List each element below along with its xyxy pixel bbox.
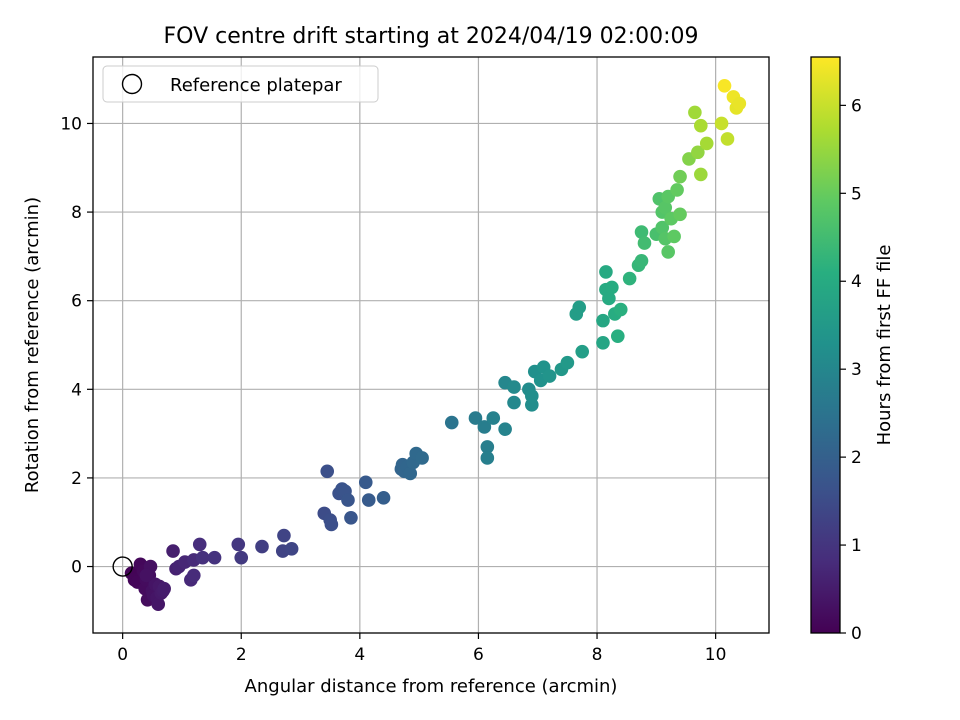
data-point	[157, 582, 171, 596]
legend-label: Reference platepar	[170, 75, 342, 96]
data-point	[599, 265, 613, 279]
data-point	[715, 117, 729, 131]
y-tick-label: 0	[71, 558, 82, 578]
data-point	[507, 396, 521, 410]
data-point	[605, 281, 619, 295]
data-point	[140, 569, 154, 583]
data-point	[234, 551, 248, 565]
y-tick-label: 6	[71, 292, 82, 312]
x-tick-label: 4	[354, 645, 365, 665]
data-point	[320, 464, 334, 478]
data-point	[673, 207, 687, 221]
data-point	[481, 451, 495, 465]
data-point	[486, 411, 500, 425]
x-tick-label: 6	[473, 645, 484, 665]
y-tick-label: 4	[71, 380, 82, 400]
data-point	[415, 451, 429, 465]
colorbar-tick-label: 1	[851, 536, 862, 556]
data-point	[325, 518, 339, 532]
data-point	[611, 329, 625, 343]
data-point	[277, 529, 291, 543]
colorbar-tick-label: 2	[851, 448, 862, 468]
data-point	[445, 416, 459, 430]
data-point	[596, 336, 610, 350]
data-point	[688, 106, 702, 120]
data-point	[733, 97, 747, 111]
x-tick-label: 0	[117, 645, 128, 665]
data-point	[498, 422, 512, 436]
data-point	[694, 168, 708, 182]
data-point	[635, 254, 649, 268]
chart: FOV centre drift starting at 2024/04/19 …	[0, 0, 960, 720]
data-point	[193, 538, 207, 552]
colorbar-tick-label: 0	[851, 624, 862, 644]
data-point	[507, 380, 521, 394]
x-tick-label: 2	[236, 645, 247, 665]
data-point	[359, 476, 373, 490]
y-tick-label: 2	[71, 469, 82, 489]
data-point	[196, 551, 210, 565]
data-point	[362, 493, 376, 507]
x-axis: 0 2 4 6 8 10	[117, 633, 726, 665]
data-point	[525, 389, 539, 403]
y-axis: 0 2 4 6 8 10	[60, 114, 93, 577]
data-point	[166, 544, 180, 558]
colorbar-label: Hours from first FF file	[874, 245, 895, 446]
data-point	[208, 551, 222, 565]
data-point	[700, 137, 714, 151]
data-point	[285, 542, 299, 556]
data-point	[670, 183, 684, 197]
x-tick-label: 8	[592, 645, 603, 665]
colorbar-ticks: 0 1 2 3 4 5 6	[840, 96, 862, 644]
y-tick-label: 10	[60, 114, 82, 134]
data-point	[673, 170, 687, 184]
data-point	[721, 132, 735, 146]
colorbar-tick-label: 5	[851, 184, 862, 204]
data-point	[638, 236, 652, 250]
data-point	[377, 491, 391, 505]
data-points	[125, 79, 746, 611]
data-point	[596, 314, 610, 328]
data-point	[561, 356, 575, 370]
data-point	[667, 230, 681, 244]
data-point	[344, 511, 358, 525]
data-point	[623, 272, 637, 286]
data-point	[694, 119, 708, 133]
data-point	[231, 538, 245, 552]
colorbar	[811, 57, 840, 633]
colorbar-tick-label: 4	[851, 272, 862, 292]
y-axis-label: Rotation from reference (arcmin)	[22, 197, 43, 493]
x-axis-label: Angular distance from reference (arcmin)	[245, 676, 618, 697]
data-point	[572, 301, 586, 315]
data-point	[575, 345, 589, 359]
data-point	[661, 245, 675, 259]
data-point	[187, 569, 201, 583]
colorbar-tick-label: 6	[851, 96, 862, 116]
colorbar-tick-label: 3	[851, 360, 862, 380]
y-tick-label: 8	[71, 203, 82, 223]
legend: Reference platepar	[103, 66, 378, 102]
x-tick-label: 10	[705, 645, 727, 665]
data-point	[614, 303, 628, 317]
data-point	[255, 540, 269, 554]
data-point	[341, 493, 355, 507]
data-point	[718, 79, 732, 93]
chart-title: FOV centre drift starting at 2024/04/19 …	[164, 24, 699, 49]
data-point	[543, 369, 557, 383]
